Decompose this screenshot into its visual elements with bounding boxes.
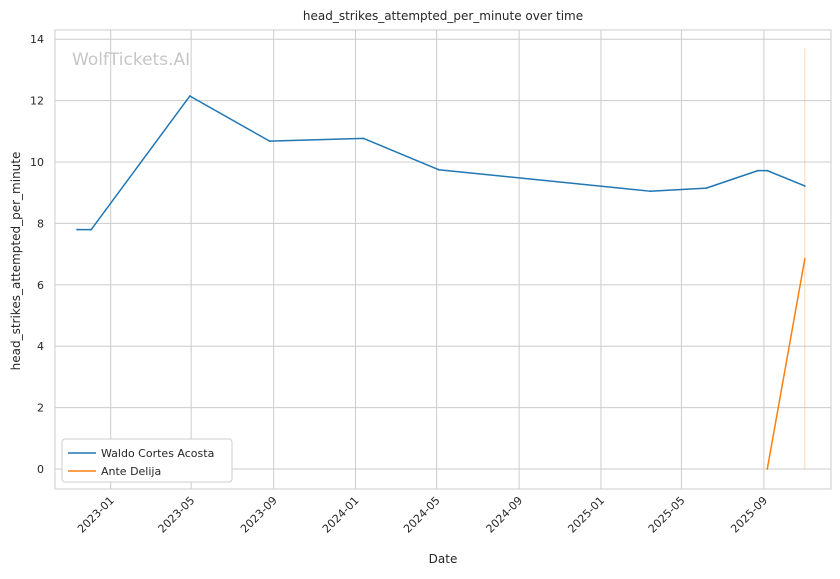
series-lines: [76, 95, 806, 470]
data-point-waldo-cortes-acosta-7: [705, 187, 708, 190]
plot-frame: [54, 29, 832, 490]
legend: Waldo Cortes Acosta Ante Delija: [61, 438, 233, 483]
data-point-waldo-cortes-acosta-2: [188, 95, 191, 97]
data-point-waldo-cortes-acosta-4: [362, 137, 365, 140]
y-tick-label: 12: [30, 95, 44, 108]
x-tick-label: 2023-01: [75, 494, 117, 536]
data-point-waldo-cortes-acosta-3: [268, 140, 271, 143]
data-point-waldo-cortes-acosta-6: [649, 190, 651, 193]
x-tick-label: 2023-05: [156, 494, 198, 536]
series-line-waldo-cortes-acosta: [77, 95, 806, 231]
x-tick-label: 2024-09: [484, 494, 526, 536]
data-point-ante-delija-1: [803, 257, 806, 260]
x-axis-title: Date: [429, 552, 458, 566]
x-tick-labels: 2023-01 2023-05 2023-09 2024-01 2024-05 2024-…: [75, 494, 770, 536]
watermark: WolfTickets.AI: [72, 50, 190, 70]
series-line-ante-delija: [766, 258, 806, 470]
y-tick-label: 6: [37, 279, 44, 292]
x-tick-label: 2023-09: [238, 494, 280, 536]
chart-title: head_strikes_attempted_per_minute over t…: [303, 9, 583, 23]
x-tick-label: 2024-05: [401, 494, 443, 536]
y-tick-label: 2: [37, 402, 44, 415]
x-tick-label: 2025-05: [646, 494, 688, 536]
legend-box: [61, 438, 233, 483]
x-tick-label: 2025-09: [728, 494, 770, 536]
grid: [55, 30, 831, 489]
y-tick-labels: 0 2 4 6 8 10 12 14: [30, 33, 44, 476]
data-point-waldo-cortes-acosta-5: [437, 168, 440, 171]
data-point-waldo-cortes-acosta-1: [90, 228, 93, 231]
y-tick-label: 0: [37, 463, 44, 476]
y-axis-title: head_strikes_attempted_per_minute: [9, 152, 23, 371]
data-point-ante-delija-0: [766, 468, 769, 470]
data-point-waldo-cortes-acosta-10: [803, 185, 806, 187]
y-tick-label: 10: [30, 156, 44, 169]
y-tick-label: 4: [37, 340, 44, 353]
legend-label-ante-delija: Ante Delija: [101, 465, 161, 478]
legend-label-waldo-cortes-acosta: Waldo Cortes Acosta: [101, 447, 214, 460]
y-tick-label: 14: [30, 33, 44, 46]
x-tick-label: 2024-01: [320, 494, 362, 536]
x-tick-label: 2025-01: [565, 494, 607, 536]
data-point-waldo-cortes-acosta-9: [766, 169, 769, 172]
data-point-waldo-cortes-acosta-0: [76, 228, 79, 231]
data-point-waldo-cortes-acosta-8: [756, 169, 759, 172]
y-tick-label: 8: [37, 217, 44, 230]
